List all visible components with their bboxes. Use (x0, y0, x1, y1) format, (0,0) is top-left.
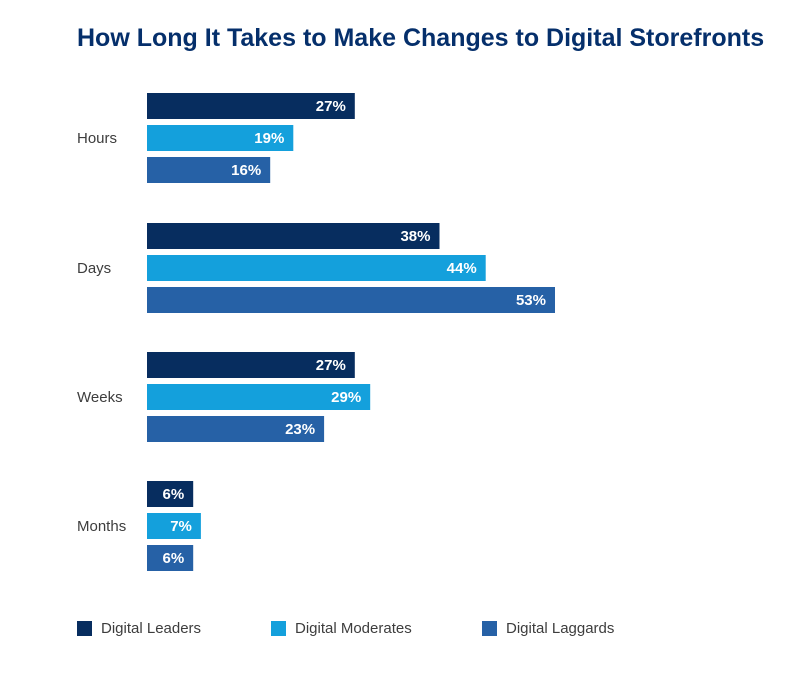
bar-value-label-weeks-digital-leaders: 27% (316, 357, 346, 374)
bar-value-label-hours-digital-leaders: 27% (316, 98, 346, 115)
category-label-hours: Hours (77, 130, 117, 147)
bar-value-label-hours-digital-moderates: 19% (254, 130, 284, 147)
bar-value-label-days-digital-moderates: 44% (447, 260, 477, 277)
bar-days-digital-moderates (147, 255, 486, 281)
category-label-months: Months (77, 518, 126, 535)
legend-label-digital-moderates: Digital Moderates (295, 620, 412, 637)
bar-value-label-weeks-digital-moderates: 29% (331, 389, 361, 406)
bar-value-label-days-digital-leaders: 38% (400, 228, 430, 245)
bar-months-digital-laggards (147, 545, 194, 571)
legend-label-digital-laggards: Digital Laggards (506, 620, 615, 637)
bar-hours-digital-leaders (147, 93, 355, 119)
category-label-weeks: Weeks (77, 389, 123, 406)
bar-weeks-digital-laggards (147, 416, 325, 442)
legend-item-digital-moderates: Digital Moderates (271, 620, 412, 637)
bar-days-digital-laggards (147, 287, 555, 313)
chart-title: How Long It Takes to Make Changes to Dig… (77, 24, 765, 52)
legend-label-digital-leaders: Digital Leaders (101, 620, 202, 637)
bar-months-digital-leaders (147, 481, 194, 507)
legend-swatch-digital-leaders (77, 621, 92, 636)
category-label-days: Days (77, 260, 111, 277)
legend-item-digital-laggards: Digital Laggards (482, 620, 614, 637)
bar-value-label-hours-digital-laggards: 16% (231, 162, 261, 179)
bar-value-label-months-digital-moderates: 7% (170, 518, 192, 535)
legend-swatch-digital-moderates (271, 621, 286, 636)
bar-months-digital-moderates (147, 513, 201, 539)
bar-days-digital-leaders (147, 223, 440, 249)
bar-value-label-weeks-digital-laggards: 23% (285, 421, 315, 438)
bar-weeks-digital-leaders (147, 352, 355, 378)
bar-weeks-digital-moderates (147, 384, 371, 410)
bar-value-label-days-digital-laggards: 53% (516, 292, 546, 309)
bar-value-label-months-digital-leaders: 6% (163, 486, 185, 503)
legend-item-digital-leaders: Digital Leaders (77, 620, 201, 637)
bar-value-label-months-digital-laggards: 6% (163, 550, 185, 567)
bar-hours-digital-moderates (147, 125, 294, 151)
legend-swatch-digital-laggards (482, 621, 497, 636)
bar-hours-digital-laggards (147, 157, 271, 183)
